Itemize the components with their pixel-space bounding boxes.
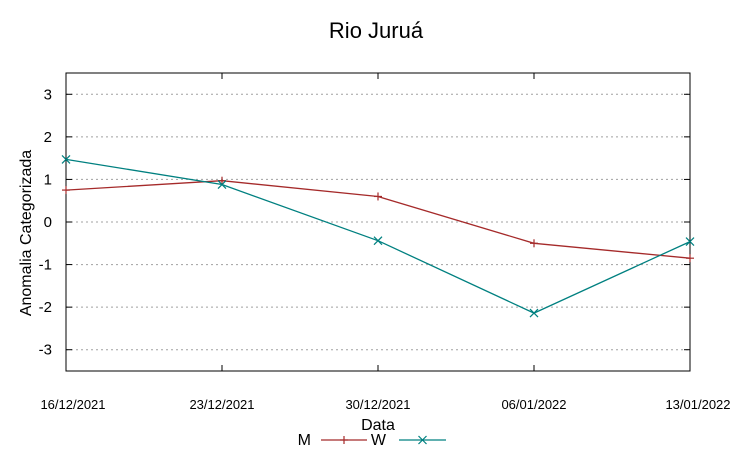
y-tick-label: 3	[44, 86, 52, 103]
y-tick-label: 1	[44, 171, 52, 188]
x-tick-label: 23/12/2021	[189, 397, 254, 412]
y-axis-ticks: -3 -2 -1 0 1 2 3	[39, 86, 690, 359]
legend-marker-w	[418, 435, 427, 445]
y-tick-label: -1	[39, 257, 52, 274]
x-tick-label: 16/12/2021	[40, 397, 105, 412]
x-tick-label: 13/01/2022	[665, 397, 730, 412]
data-point-w	[373, 236, 383, 246]
y-axis-label: Anomalia Categorizada	[18, 150, 35, 316]
data-point-m	[686, 254, 694, 263]
y-tick-label: -3	[39, 342, 52, 359]
chart-title: Rio Juruá	[329, 18, 424, 43]
data-point-m	[374, 192, 382, 201]
data-point-w	[529, 308, 539, 318]
x-axis-label: Data	[361, 417, 395, 434]
legend-label-m: M	[298, 432, 311, 449]
data-point-m	[530, 239, 538, 248]
x-tick-label: 06/01/2022	[501, 397, 566, 412]
legend-label-w: W	[371, 432, 387, 449]
data-point-w	[217, 180, 227, 189]
grid-lines	[66, 93, 690, 351]
x-axis-ticks: 16/12/2021 23/12/2021 30/12/2021 06/01/2022…	[40, 73, 731, 412]
y-tick-label: -2	[39, 299, 52, 316]
series-layer	[61, 154, 695, 318]
legend-marker-m	[340, 436, 348, 444]
series-line-m	[65, 180, 691, 259]
plot-area-border	[65, 72, 691, 372]
data-point-w	[685, 237, 695, 247]
y-tick-label: 2	[44, 129, 52, 146]
data-point-m	[62, 186, 70, 195]
series-line-w	[65, 158, 691, 314]
y-tick-label: 0	[44, 214, 52, 231]
x-tick-label: 30/12/2021	[345, 397, 410, 412]
data-point-m	[218, 176, 226, 185]
data-point-w	[61, 154, 71, 164]
